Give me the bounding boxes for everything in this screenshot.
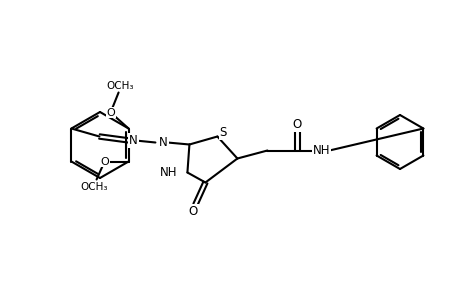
Text: O: O [292, 118, 302, 131]
Text: O: O [106, 107, 115, 118]
Text: NH: NH [312, 144, 330, 157]
Text: OCH₃: OCH₃ [81, 182, 108, 191]
Text: NH: NH [160, 166, 177, 179]
Text: S: S [219, 126, 227, 139]
Text: OCH₃: OCH₃ [106, 80, 134, 91]
Text: O: O [188, 205, 198, 218]
Text: N: N [159, 136, 168, 149]
Text: N: N [129, 134, 138, 147]
Text: O: O [100, 157, 109, 166]
